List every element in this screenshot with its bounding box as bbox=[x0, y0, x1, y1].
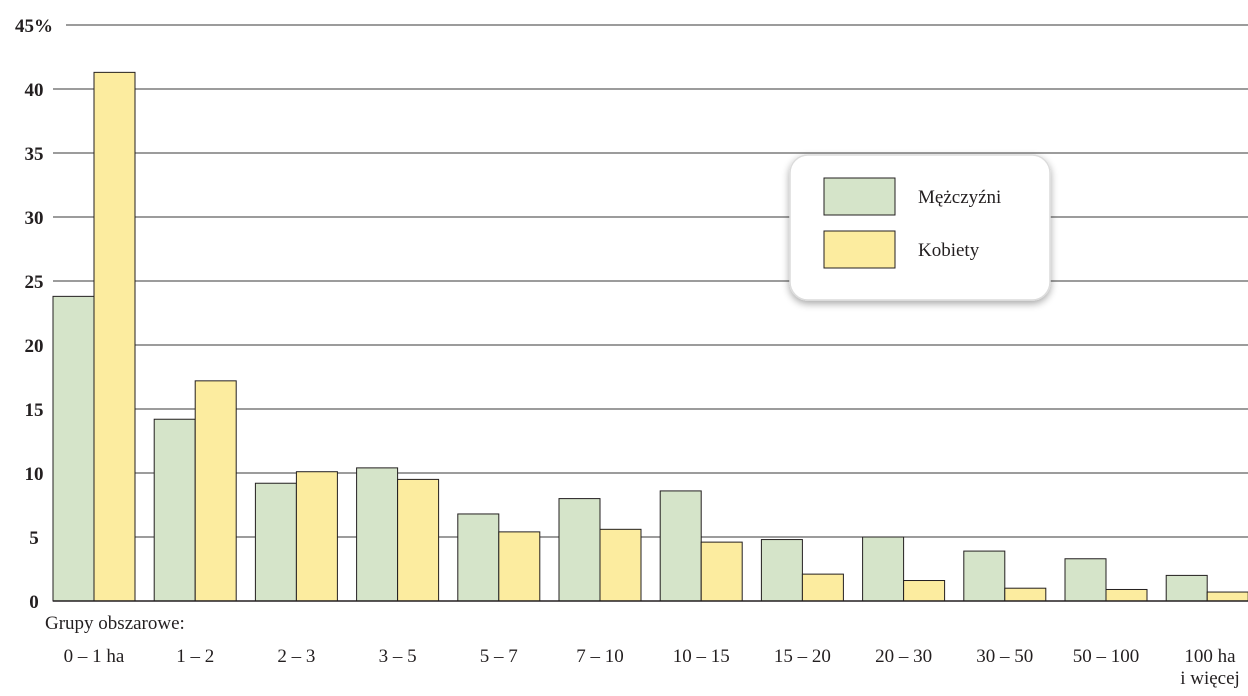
x-category-label-0: 0 – 1 ha bbox=[64, 646, 125, 667]
bar-men-6 bbox=[659, 490, 702, 602]
bar-women-6 bbox=[700, 541, 743, 602]
bar-women-4 bbox=[498, 531, 541, 602]
y-tick-label-40: 40 bbox=[25, 80, 44, 101]
x-category-label-3: 3 – 5 bbox=[379, 646, 417, 667]
bar-women-9 bbox=[1004, 587, 1047, 602]
y-tick-label-20: 20 bbox=[25, 336, 44, 357]
y-tick-label-25: 25 bbox=[25, 272, 44, 293]
x-category-label-7: 15 – 20 bbox=[774, 646, 831, 667]
bar-women-0 bbox=[93, 71, 136, 602]
bar-women-8 bbox=[903, 580, 946, 602]
x-category-label-6: 10 – 15 bbox=[673, 646, 730, 667]
x-category-label-9: 30 – 50 bbox=[976, 646, 1033, 667]
y-tick-label-5: 5 bbox=[29, 528, 39, 549]
bar-men-11 bbox=[1165, 574, 1208, 602]
bar-men-0 bbox=[52, 295, 95, 602]
x-category-label-8: 20 – 30 bbox=[875, 646, 932, 667]
bar-men-3 bbox=[356, 467, 399, 602]
y-tick-label-10: 10 bbox=[25, 464, 44, 485]
legend-label-men: Mężczyźni bbox=[918, 187, 1001, 208]
x-category-label-4: 5 – 7 bbox=[480, 646, 518, 667]
bar-men-9 bbox=[963, 550, 1006, 602]
bar-men-5 bbox=[558, 498, 601, 602]
bar-men-8 bbox=[862, 536, 905, 602]
x-category-label-1: 1 – 2 bbox=[176, 646, 214, 667]
y-tick-label-0: 0 bbox=[29, 592, 39, 613]
y-axis-ticks: 0 5 10 15 20 25 30 35 40 45% bbox=[15, 16, 53, 613]
x-axis-categories: 0 – 1 ha 1 – 2 2 – 3 3 – 5 5 – 7 7 – 10 10 – 1… bbox=[64, 646, 1240, 689]
legend-label-women: Kobiety bbox=[918, 240, 980, 261]
y-tick-label-15: 15 bbox=[25, 400, 44, 421]
bar-women-11 bbox=[1206, 591, 1248, 602]
bar-women-2 bbox=[295, 471, 338, 602]
x-category-label-11: 100 ha i więcej bbox=[1180, 646, 1240, 689]
bar-men-7 bbox=[760, 539, 803, 602]
legend-box-group: Mężczyźni Kobiety bbox=[789, 154, 1051, 301]
bar-women-3 bbox=[397, 478, 440, 602]
y-tick-label-45: 45% bbox=[15, 16, 53, 37]
legend-box bbox=[789, 154, 1051, 301]
x-axis-label: Grupy obszarowe: bbox=[45, 613, 185, 634]
legend: Mężczyźni Kobiety bbox=[789, 154, 1051, 301]
y-tick-label-30: 30 bbox=[25, 208, 44, 229]
bar-men-10 bbox=[1064, 558, 1107, 602]
bars bbox=[52, 71, 1248, 602]
bar-men-1 bbox=[153, 418, 196, 602]
bar-men-4 bbox=[457, 513, 500, 602]
bar-men-2 bbox=[254, 482, 297, 602]
x-category-label-5: 7 – 10 bbox=[576, 646, 624, 667]
bar-women-10 bbox=[1105, 588, 1148, 602]
x-category-label-10: 50 – 100 bbox=[1073, 646, 1140, 667]
bar-women-1 bbox=[194, 380, 237, 602]
y-tick-label-35: 35 bbox=[25, 144, 44, 165]
bar-women-5 bbox=[599, 528, 642, 602]
legend-swatch-men bbox=[823, 177, 896, 216]
x-category-label-2: 2 – 3 bbox=[277, 646, 315, 667]
gridlines bbox=[53, 24, 1248, 538]
bar-women-7 bbox=[801, 573, 844, 602]
legend-swatch-women bbox=[823, 230, 896, 269]
